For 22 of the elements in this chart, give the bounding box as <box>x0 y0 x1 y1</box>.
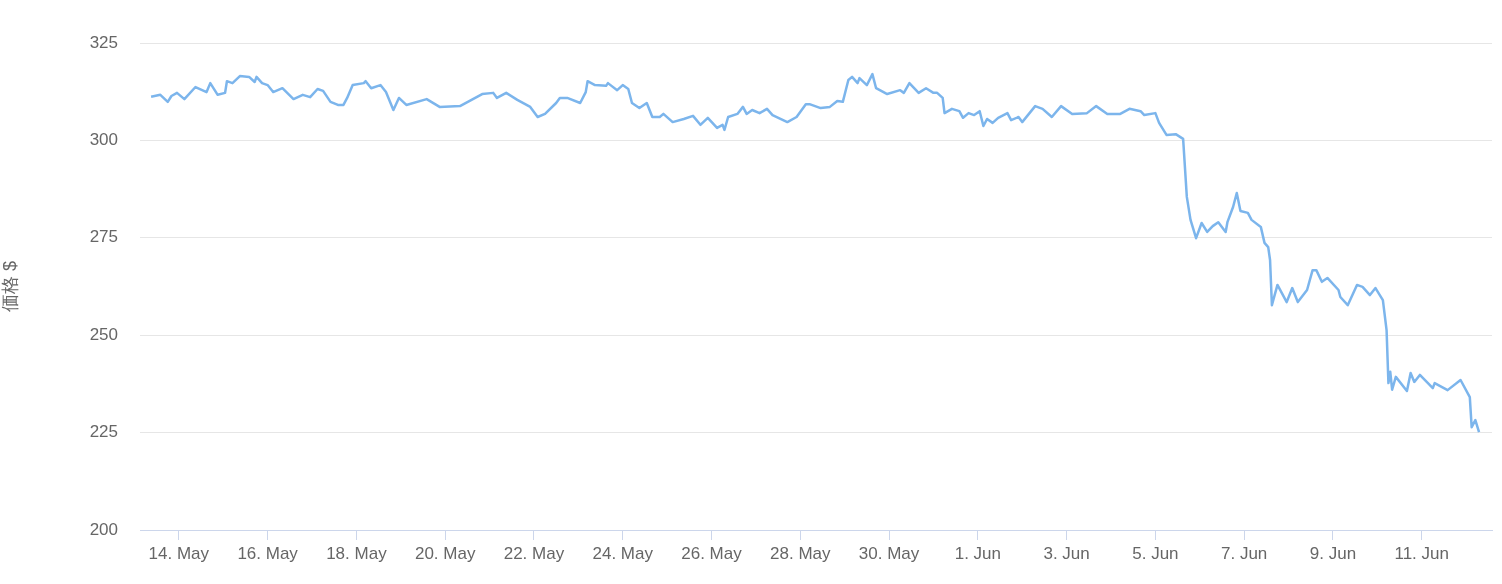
x-tick-label: 7. Jun <box>1221 543 1268 563</box>
x-tick-label: 16. May <box>237 543 299 563</box>
x-tick-label: 3. Jun <box>1043 543 1090 563</box>
x-tick-label: 5. Jun <box>1132 543 1179 563</box>
x-tick-label: 9. Jun <box>1309 543 1357 563</box>
x-tick-label: 1. Jun <box>954 543 1001 563</box>
y-tick-label: 200 <box>89 519 118 539</box>
x-tick-label: 26. May <box>681 543 743 563</box>
x-tick-label: 28. May <box>770 543 832 563</box>
x-tick-label: 20. May <box>414 543 476 563</box>
x-tick-label: 22. May <box>503 543 565 563</box>
y-axis-title: 価格 $ <box>0 260 20 313</box>
y-tick-label: 275 <box>89 227 118 247</box>
y-tick-label: 250 <box>89 324 118 344</box>
x-tick-label: 14. May <box>148 543 210 563</box>
y-tick-label: 325 <box>89 32 118 52</box>
x-tick-label: 24. May <box>592 543 654 563</box>
x-tick-label: 30. May <box>858 543 920 563</box>
y-tick-label: 225 <box>89 422 118 442</box>
y-tick-label: 300 <box>89 130 118 150</box>
x-tick-label: 11. Jun <box>1394 543 1449 563</box>
x-tick-label: 18. May <box>326 543 388 563</box>
